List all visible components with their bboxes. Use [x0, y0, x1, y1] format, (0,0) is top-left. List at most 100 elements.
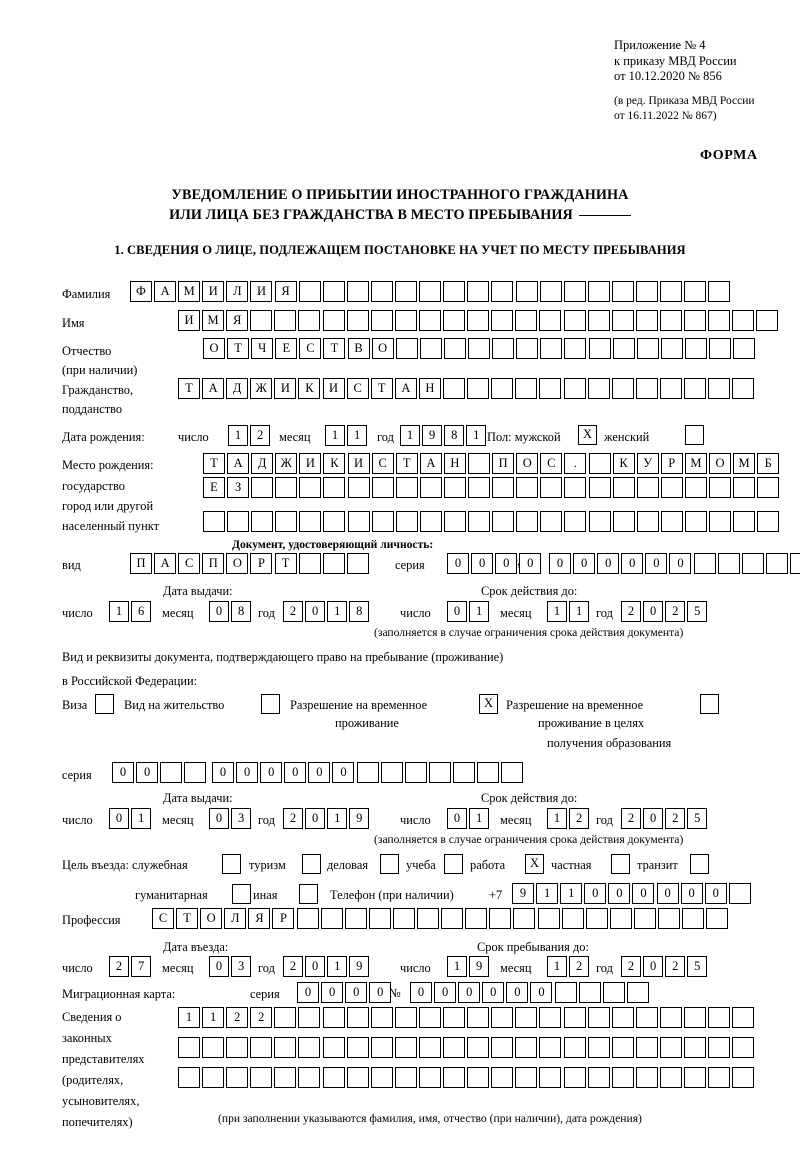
- char-cell[interactable]: [370, 1007, 393, 1028]
- char-cell[interactable]: [296, 908, 319, 929]
- char-cell[interactable]: [226, 1067, 249, 1088]
- char-cell[interactable]: О: [226, 553, 249, 574]
- char-cell[interactable]: [633, 908, 656, 929]
- char-cell[interactable]: [443, 1007, 466, 1028]
- char-cell[interactable]: [587, 310, 610, 331]
- char-cell[interactable]: М: [202, 310, 225, 331]
- char-cell[interactable]: [539, 1037, 562, 1058]
- char-cell[interactable]: 9: [349, 956, 370, 977]
- char-cell[interactable]: Н: [418, 378, 441, 399]
- char-cell[interactable]: 0: [305, 956, 326, 977]
- char-cell[interactable]: [477, 762, 500, 783]
- char-cell[interactable]: [184, 762, 207, 783]
- char-cell[interactable]: 0: [112, 762, 134, 783]
- char-cell[interactable]: Ч: [251, 338, 274, 359]
- char-cell[interactable]: [515, 1007, 538, 1028]
- char-cell[interactable]: [682, 908, 705, 929]
- char-cell[interactable]: Л: [224, 908, 247, 929]
- char-cell[interactable]: 0: [621, 553, 644, 574]
- char-cell[interactable]: 0: [530, 982, 553, 1003]
- char-cell[interactable]: [178, 1067, 200, 1088]
- char-cell[interactable]: [757, 511, 780, 532]
- char-cell[interactable]: [443, 1037, 466, 1058]
- char-cell[interactable]: О: [200, 908, 223, 929]
- char-cell[interactable]: [467, 281, 490, 302]
- checkbox-sex-male[interactable]: X: [578, 425, 597, 445]
- char-cell[interactable]: 2: [621, 956, 641, 977]
- char-cell[interactable]: 0: [321, 982, 344, 1003]
- char-cell[interactable]: 1: [547, 601, 567, 622]
- char-cell[interactable]: [540, 477, 563, 498]
- char-cell[interactable]: В: [347, 338, 370, 359]
- char-cell[interactable]: К: [612, 453, 635, 474]
- char-cell[interactable]: [660, 511, 683, 532]
- char-cell[interactable]: А: [154, 281, 177, 302]
- char-cell[interactable]: [394, 1037, 417, 1058]
- char-cell[interactable]: [418, 1007, 441, 1028]
- char-cell[interactable]: [539, 281, 562, 302]
- char-cell[interactable]: [578, 982, 601, 1003]
- char-cell[interactable]: [419, 281, 442, 302]
- char-cell[interactable]: [394, 1067, 417, 1088]
- char-cell[interactable]: [537, 908, 560, 929]
- char-cell[interactable]: С: [152, 908, 174, 929]
- char-cell[interactable]: 0: [136, 762, 159, 783]
- char-cell[interactable]: [683, 378, 706, 399]
- char-cell[interactable]: Ж: [250, 378, 273, 399]
- char-cell[interactable]: 1: [536, 883, 559, 904]
- char-cell[interactable]: [467, 1007, 490, 1028]
- char-cell[interactable]: [298, 310, 321, 331]
- char-cell[interactable]: [370, 1067, 393, 1088]
- char-cell[interactable]: 5: [687, 601, 708, 622]
- checkbox-residence-permit[interactable]: [261, 694, 280, 714]
- char-cell[interactable]: 0: [297, 982, 319, 1003]
- char-cell[interactable]: [467, 310, 490, 331]
- char-cell[interactable]: Т: [178, 378, 200, 399]
- char-cell[interactable]: [274, 310, 297, 331]
- char-cell[interactable]: 9: [349, 808, 370, 829]
- char-cell[interactable]: [741, 553, 764, 574]
- char-cell[interactable]: [660, 338, 683, 359]
- char-cell[interactable]: 1: [327, 808, 348, 829]
- char-cell[interactable]: 0: [345, 982, 368, 1003]
- char-cell[interactable]: 0: [656, 883, 679, 904]
- char-cell[interactable]: 1: [469, 808, 490, 829]
- char-cell[interactable]: [765, 553, 788, 574]
- char-cell[interactable]: З: [227, 477, 250, 498]
- checkbox-sex-female[interactable]: [685, 425, 704, 445]
- char-cell[interactable]: [491, 1037, 514, 1058]
- char-cell[interactable]: [491, 281, 514, 302]
- char-cell[interactable]: С: [178, 553, 201, 574]
- char-cell[interactable]: М: [733, 453, 756, 474]
- char-cell[interactable]: [492, 338, 515, 359]
- char-cell[interactable]: [708, 511, 731, 532]
- checkbox-temp-residence[interactable]: X: [479, 694, 498, 714]
- char-cell[interactable]: [515, 378, 538, 399]
- char-cell[interactable]: [635, 378, 658, 399]
- char-cell[interactable]: [563, 1007, 586, 1028]
- char-cell[interactable]: [706, 908, 729, 929]
- char-cell[interactable]: [515, 1037, 538, 1058]
- char-cell[interactable]: [683, 1007, 706, 1028]
- char-cell[interactable]: [347, 477, 370, 498]
- char-cell[interactable]: Т: [274, 553, 297, 574]
- char-cell[interactable]: [708, 378, 731, 399]
- char-cell[interactable]: [428, 762, 451, 783]
- char-cell[interactable]: [611, 378, 634, 399]
- char-cell[interactable]: 0: [434, 982, 457, 1003]
- char-cell[interactable]: [322, 310, 345, 331]
- checkbox-purpose-official[interactable]: [222, 854, 241, 874]
- char-cell[interactable]: И: [347, 453, 370, 474]
- char-cell[interactable]: [657, 908, 680, 929]
- char-cell[interactable]: 2: [621, 808, 641, 829]
